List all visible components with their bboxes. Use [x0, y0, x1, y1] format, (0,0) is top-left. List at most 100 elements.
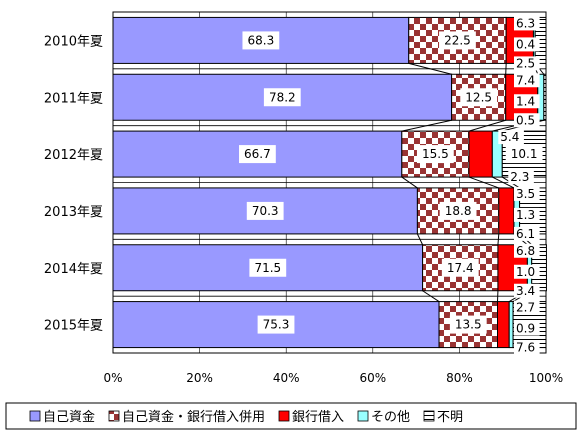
- data-label: 0.9: [516, 322, 535, 336]
- legend-label: 不明: [437, 410, 463, 425]
- data-label: 3.5: [516, 187, 535, 201]
- legend-swatch: [108, 410, 120, 422]
- data-label-bg: [514, 300, 540, 315]
- data-label-bg: [514, 16, 540, 31]
- data-label-bg: [246, 201, 284, 220]
- data-label: 15.5: [422, 147, 449, 161]
- data-label: 10.1: [511, 147, 538, 161]
- data-label-bg: [514, 283, 540, 298]
- data-label-bg: [416, 145, 454, 164]
- data-label: 5.4: [500, 130, 519, 144]
- category-label: 2011年夏: [44, 91, 103, 106]
- data-label: 70.3: [252, 204, 279, 218]
- series-connector-line: [468, 119, 506, 132]
- data-label-bg: [514, 207, 540, 222]
- data-label: 1.0: [516, 265, 535, 279]
- data-label: 12.5: [465, 90, 492, 104]
- data-label-bg: [257, 315, 295, 334]
- legend: 自己資金 自己資金・銀行借入併用 銀行借入 その他 不明: [5, 402, 577, 430]
- legend-swatch: [278, 410, 290, 422]
- data-label: 0.5: [516, 113, 535, 127]
- series-connector-line: [492, 176, 515, 189]
- data-label-bg: [514, 37, 540, 52]
- data-label-bg: [239, 145, 276, 164]
- series-connector-line: [408, 62, 452, 75]
- data-label: 2.5: [516, 56, 535, 70]
- data-label-bg: [514, 321, 540, 336]
- data-label-bg: [505, 145, 543, 164]
- legend-label: その他: [371, 410, 410, 425]
- data-label-bg: [514, 73, 540, 88]
- data-label: 1.3: [516, 208, 535, 222]
- x-tick-label: 40%: [273, 371, 300, 385]
- data-label: 78.2: [269, 90, 296, 104]
- legend-label: 自己資金・銀行借入併用: [122, 409, 265, 425]
- x-tick-label: 20%: [186, 371, 213, 385]
- legend-label: 銀行借入: [292, 410, 344, 425]
- category-labels: 2010年夏 2011年夏 2012年夏 2013年夏 2014年夏 2015年夏: [44, 34, 103, 333]
- data-label-bg: [449, 315, 487, 334]
- data-label-bg: [439, 201, 477, 220]
- legend-swatch: [29, 410, 41, 422]
- bar-segment: [498, 187, 515, 235]
- data-label: 66.7: [244, 147, 271, 161]
- category-label: 2013年夏: [44, 205, 103, 220]
- data-label-bg: [439, 31, 476, 50]
- data-label-bg: [514, 243, 540, 258]
- legend-label: 自己資金: [43, 409, 95, 425]
- data-label: 0.4: [516, 37, 535, 51]
- data-label: 13.5: [455, 318, 482, 332]
- data-label: 6.3: [516, 16, 535, 30]
- bars: [112, 16, 547, 349]
- data-label-bg: [441, 258, 479, 277]
- data-label-bg: [514, 340, 540, 355]
- data-label: 75.3: [263, 318, 290, 332]
- bar-segment: [112, 130, 403, 178]
- bar-segment: [508, 301, 514, 349]
- series-connector-line: [401, 119, 452, 132]
- data-label: 22.5: [444, 33, 471, 47]
- data-label: 7.6: [516, 341, 535, 355]
- legend-box: [5, 402, 577, 430]
- data-label: 18.8: [445, 204, 472, 218]
- series-connector-line: [497, 233, 500, 245]
- category-label: 2015年夏: [44, 319, 103, 334]
- x-axis-ticks: 0% 20% 40% 60% 80% 100%: [103, 371, 563, 385]
- data-label-bg: [460, 88, 498, 107]
- data-label-bg: [498, 130, 524, 145]
- data-label: 2.3: [510, 170, 529, 184]
- x-tick-label: 80%: [446, 371, 473, 385]
- series-connector-line: [422, 290, 440, 303]
- data-labels: 68.3 22.5 6.3 0.4 2.5 78.2 12.5 7.4 1.4 0.5 66.7 15…: [239, 16, 543, 355]
- category-label: 2012年夏: [44, 148, 103, 163]
- plot-area: [112, 11, 547, 354]
- data-label: 1.4: [516, 94, 535, 108]
- data-label-bg: [249, 258, 287, 277]
- data-label-bg: [242, 31, 280, 50]
- data-label-bg: [514, 264, 540, 279]
- data-label-bg: [514, 94, 540, 109]
- data-label: 17.4: [447, 261, 474, 275]
- data-label-bg: [514, 186, 540, 201]
- series-connector-line: [401, 176, 418, 189]
- bar-segment: [543, 73, 547, 121]
- data-label-bg: [263, 88, 301, 107]
- series-connector-line: [468, 176, 499, 189]
- x-tick-label: 100%: [529, 371, 563, 385]
- data-label: 6.1: [516, 227, 535, 241]
- data-label-bg: [514, 226, 540, 241]
- data-label: 3.4: [516, 284, 535, 298]
- legend-swatch: [357, 410, 369, 422]
- data-label: 71.5: [254, 261, 281, 275]
- data-label: 2.7: [516, 301, 535, 315]
- data-label-bg: [514, 56, 540, 71]
- x-tick-label: 0%: [103, 371, 122, 385]
- category-label: 2010年夏: [44, 34, 103, 49]
- data-label-bg: [508, 170, 534, 185]
- data-label: 6.8: [516, 244, 535, 258]
- x-tick-label: 60%: [359, 371, 386, 385]
- bar-segment: [468, 130, 493, 178]
- bar-segment: [497, 301, 510, 349]
- data-label: 7.4: [516, 73, 535, 87]
